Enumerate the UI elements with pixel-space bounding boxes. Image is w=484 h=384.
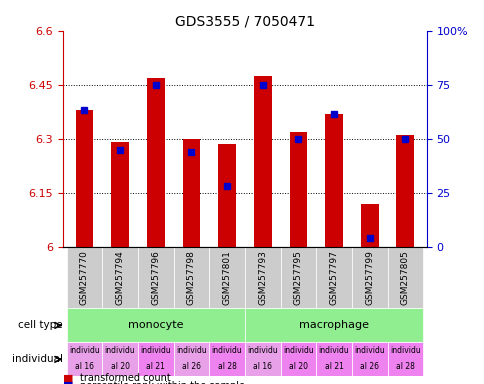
Bar [182,139,200,247]
FancyBboxPatch shape [102,343,137,376]
Text: GSM257770: GSM257770 [80,250,89,305]
FancyBboxPatch shape [280,343,316,376]
Text: al 16: al 16 [253,362,272,371]
Title: GDS3555 / 7050471: GDS3555 / 7050471 [175,14,314,28]
FancyBboxPatch shape [351,343,387,376]
Text: individu: individu [247,346,277,355]
Text: al 20: al 20 [288,362,307,371]
Text: GSM257801: GSM257801 [222,250,231,305]
FancyBboxPatch shape [244,343,280,376]
Text: GSM257799: GSM257799 [364,250,374,305]
Text: al 28: al 28 [217,362,236,371]
FancyBboxPatch shape [209,343,244,376]
FancyBboxPatch shape [173,343,209,376]
FancyBboxPatch shape [66,343,102,376]
FancyBboxPatch shape [137,247,173,308]
Text: GSM257798: GSM257798 [186,250,196,305]
Text: al 21: al 21 [324,362,343,371]
Text: GSM257793: GSM257793 [257,250,267,305]
Bar [76,110,93,247]
Text: percentile rank within the sample: percentile rank within the sample [80,381,244,384]
Text: individu: individu [105,346,135,355]
FancyBboxPatch shape [66,308,244,343]
Text: al 26: al 26 [182,362,200,371]
Bar [289,131,307,247]
FancyBboxPatch shape [137,343,173,376]
FancyBboxPatch shape [280,247,316,308]
Text: macrophage: macrophage [299,320,368,330]
Text: individu: individu [283,346,313,355]
Text: ■: ■ [63,373,74,383]
FancyBboxPatch shape [209,247,244,308]
Text: al 21: al 21 [146,362,165,371]
Text: transformed count: transformed count [80,373,170,383]
Text: individu: individu [318,346,349,355]
FancyBboxPatch shape [387,247,423,308]
Text: GSM257797: GSM257797 [329,250,338,305]
FancyBboxPatch shape [387,343,423,376]
Text: individu: individu [212,346,242,355]
Text: monocyte: monocyte [128,320,183,330]
Text: ■: ■ [63,381,74,384]
Text: al 20: al 20 [110,362,129,371]
Text: individu: individu [140,346,171,355]
Text: GSM257794: GSM257794 [115,250,124,305]
Bar [147,78,165,247]
Text: individu: individu [389,346,420,355]
Text: GSM257796: GSM257796 [151,250,160,305]
Text: individu: individu [354,346,384,355]
Text: GSM257805: GSM257805 [400,250,409,305]
Bar [111,142,129,247]
Bar [360,204,378,247]
Text: individu: individu [69,346,100,355]
Text: GSM257795: GSM257795 [293,250,302,305]
FancyBboxPatch shape [351,247,387,308]
FancyBboxPatch shape [102,247,137,308]
FancyBboxPatch shape [173,247,209,308]
Text: cell type: cell type [18,320,63,330]
Text: al 16: al 16 [75,362,94,371]
Bar [324,114,342,247]
Bar [253,76,271,247]
Text: individual: individual [12,354,63,364]
Bar [218,144,236,247]
Text: al 26: al 26 [360,362,378,371]
Text: individu: individu [176,346,206,355]
FancyBboxPatch shape [316,247,351,308]
FancyBboxPatch shape [244,247,280,308]
Text: al 28: al 28 [395,362,414,371]
FancyBboxPatch shape [316,343,351,376]
Bar [396,135,413,247]
FancyBboxPatch shape [66,247,102,308]
FancyBboxPatch shape [244,308,423,343]
